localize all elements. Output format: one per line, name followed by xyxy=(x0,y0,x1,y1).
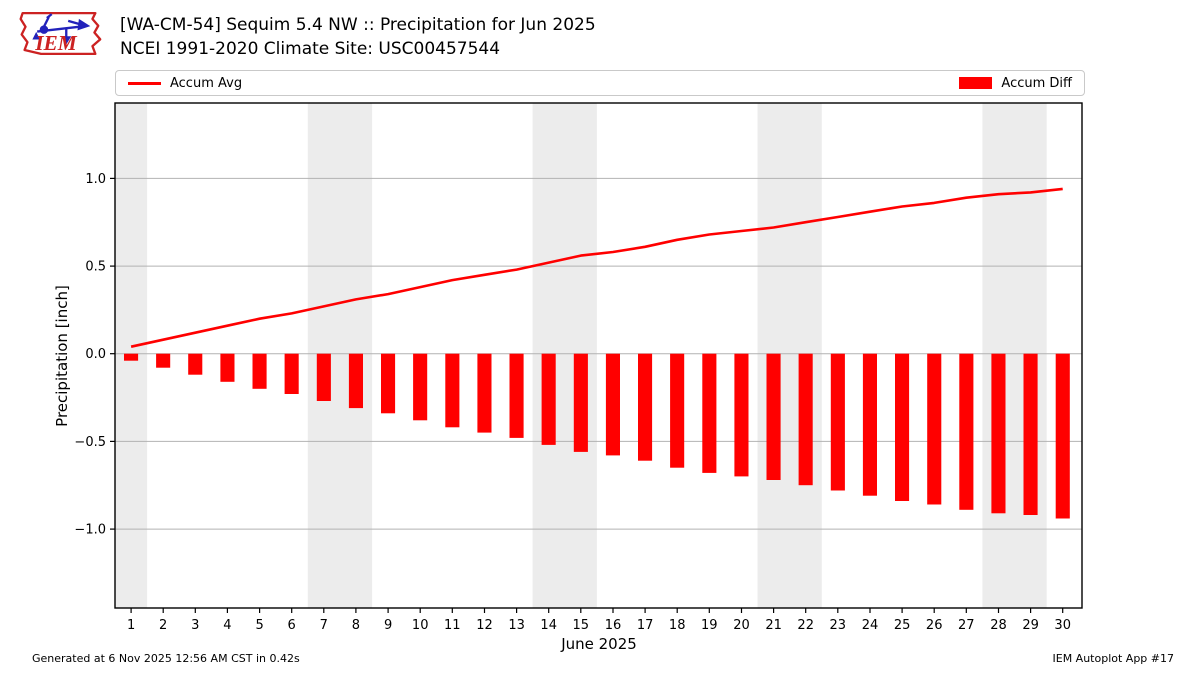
svg-text:22: 22 xyxy=(797,618,814,633)
legend-item-accum-avg: Accum Avg xyxy=(128,76,242,91)
chart-title-block: [WA-CM-54] Sequim 5.4 NW :: Precipitatio… xyxy=(120,13,596,61)
svg-text:1.0: 1.0 xyxy=(85,172,106,187)
svg-text:3: 3 xyxy=(191,618,199,633)
accum-diff-bar-swatch-icon xyxy=(959,77,993,89)
svg-text:10: 10 xyxy=(412,618,429,633)
svg-text:27: 27 xyxy=(958,618,975,633)
svg-text:1: 1 xyxy=(127,618,135,633)
svg-text:4: 4 xyxy=(223,618,231,633)
svg-text:29: 29 xyxy=(1022,618,1039,633)
svg-text:21: 21 xyxy=(765,618,782,633)
svg-text:20: 20 xyxy=(733,618,750,633)
svg-text:15: 15 xyxy=(573,618,590,633)
svg-text:13: 13 xyxy=(508,618,525,633)
svg-text:5: 5 xyxy=(255,618,263,633)
chart-title: [WA-CM-54] Sequim 5.4 NW :: Precipitatio… xyxy=(120,15,596,35)
weather-vane-icon xyxy=(32,13,91,45)
svg-text:16: 16 xyxy=(605,618,622,633)
app-credit: IEM Autoplot App #17 xyxy=(1052,652,1175,665)
svg-text:0.5: 0.5 xyxy=(85,260,106,275)
svg-text:9: 9 xyxy=(384,618,392,633)
legend: Accum Avg Accum Diff xyxy=(115,70,1085,96)
legend-label-accum-diff: Accum Diff xyxy=(1001,75,1072,91)
svg-text:30: 30 xyxy=(1054,618,1071,633)
svg-text:11: 11 xyxy=(444,618,461,633)
iowa-outline-icon: IEM xyxy=(19,11,102,56)
svg-text:14: 14 xyxy=(540,618,557,633)
svg-text:0.0: 0.0 xyxy=(85,347,106,362)
accum-avg-line-swatch-icon xyxy=(128,81,161,85)
svg-text:8: 8 xyxy=(352,618,360,633)
x-axis-label: June 2025 xyxy=(561,635,637,653)
generated-timestamp: Generated at 6 Nov 2025 12:56 AM CST in … xyxy=(32,652,300,665)
svg-text:24: 24 xyxy=(862,618,879,633)
svg-text:12: 12 xyxy=(476,618,493,633)
svg-text:28: 28 xyxy=(990,618,1007,633)
svg-text:2: 2 xyxy=(159,618,167,633)
svg-text:19: 19 xyxy=(701,618,718,633)
iem-logo: IEM xyxy=(10,5,107,66)
svg-text:18: 18 xyxy=(669,618,686,633)
svg-text:−1.0: −1.0 xyxy=(74,523,106,538)
legend-label-accum-avg: Accum Avg xyxy=(170,75,243,91)
svg-text:6: 6 xyxy=(288,618,296,633)
svg-text:IEM: IEM xyxy=(34,31,78,55)
svg-text:25: 25 xyxy=(894,618,911,633)
legend-item-accum-diff: Accum Diff xyxy=(959,76,1072,91)
svg-text:26: 26 xyxy=(926,618,943,633)
svg-text:−0.5: −0.5 xyxy=(74,435,106,450)
svg-text:7: 7 xyxy=(320,618,328,633)
svg-text:17: 17 xyxy=(637,618,654,633)
svg-text:23: 23 xyxy=(830,618,847,633)
y-axis-label: Precipitation [inch] xyxy=(53,285,71,427)
chart-subtitle: NCEI 1991-2020 Climate Site: USC00457544 xyxy=(120,39,501,59)
